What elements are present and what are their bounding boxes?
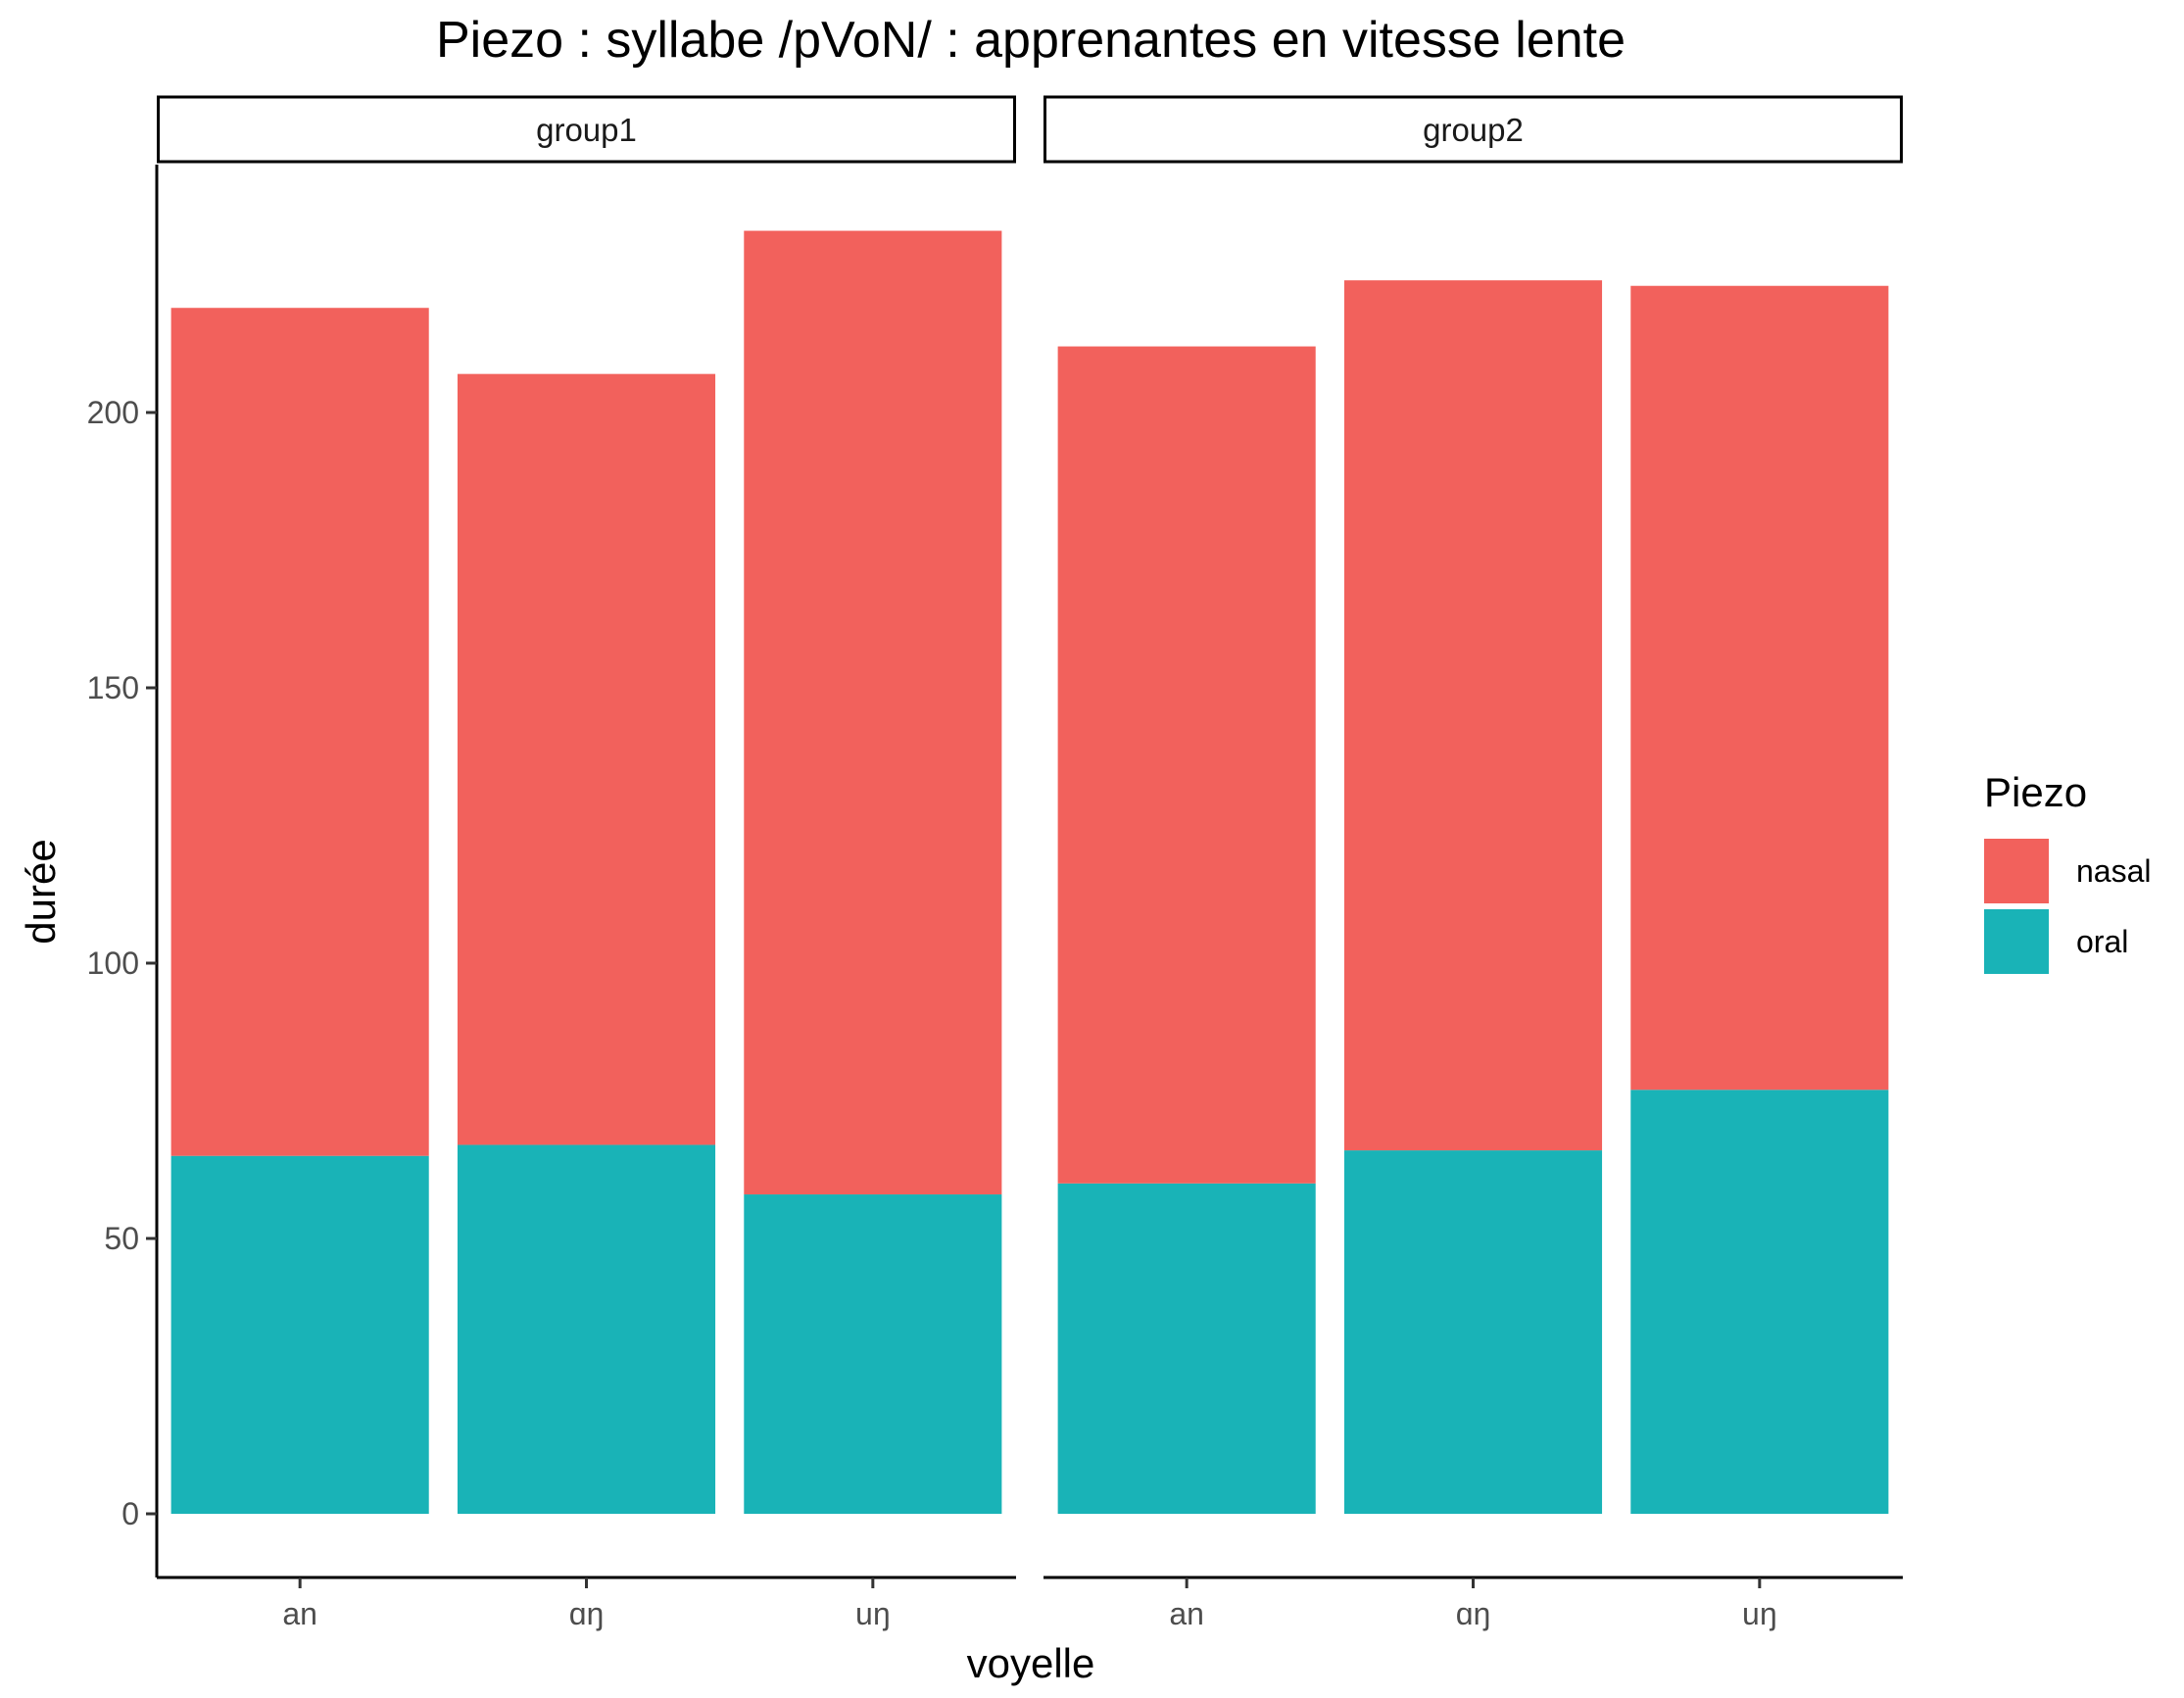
x-tick-label: uŋ — [1742, 1596, 1777, 1631]
x-tick-label: an — [1169, 1596, 1204, 1631]
legend: nasal oral — [1984, 839, 2152, 974]
bar-oral — [1343, 1150, 1603, 1514]
y-tick-label: 100 — [87, 946, 139, 981]
chart-title: Piezo : syllabe /pVoN/ : apprenantes en … — [436, 12, 1626, 69]
legend-label: nasal — [2076, 853, 2152, 889]
bar-nasal — [744, 230, 1002, 1195]
y-tick-label: 200 — [87, 395, 139, 430]
y-tick-label: 150 — [87, 670, 139, 705]
facet-strip-label: group2 — [1423, 112, 1524, 148]
x-tick-label: ɑŋ — [1456, 1596, 1491, 1631]
legend-key-oral — [1984, 909, 2049, 974]
y-tick-label: 50 — [104, 1221, 139, 1256]
legend-title: Piezo — [1984, 769, 2087, 815]
x-axis-title: voyelle — [967, 1640, 1095, 1686]
facet-panel-group1: group1 an ɑŋ uŋ — [157, 95, 1016, 1631]
bar-nasal — [170, 308, 429, 1156]
legend-key-nasal — [1984, 839, 2049, 903]
x-tick-label: uŋ — [855, 1596, 891, 1631]
x-tick-label: ɑŋ — [569, 1596, 605, 1631]
bar-oral — [1630, 1090, 1889, 1514]
bar-oral — [744, 1194, 1002, 1514]
facet-panel-group2: group2 an ɑŋ uŋ — [1043, 95, 1903, 1631]
bar-oral — [457, 1144, 716, 1514]
facet-strip — [1043, 95, 1903, 164]
bar-nasal — [457, 373, 716, 1145]
bar-nasal — [1057, 346, 1316, 1184]
y-tick-label: 0 — [121, 1496, 139, 1531]
legend-label: oral — [2076, 924, 2128, 959]
bar-nasal — [1630, 285, 1889, 1091]
bar-oral — [1057, 1183, 1316, 1514]
y-axis-title: durée — [18, 839, 64, 944]
facet-strip — [157, 95, 1016, 164]
x-tick-label: an — [282, 1596, 317, 1631]
bar-oral — [170, 1155, 429, 1514]
bar-nasal — [1343, 280, 1603, 1151]
facet-strip-label: group1 — [536, 112, 637, 148]
facet-panels: 0 50 100 150 200 group1 an ɑŋ uŋ group2 an ɑŋ uŋ — [87, 95, 1903, 1631]
